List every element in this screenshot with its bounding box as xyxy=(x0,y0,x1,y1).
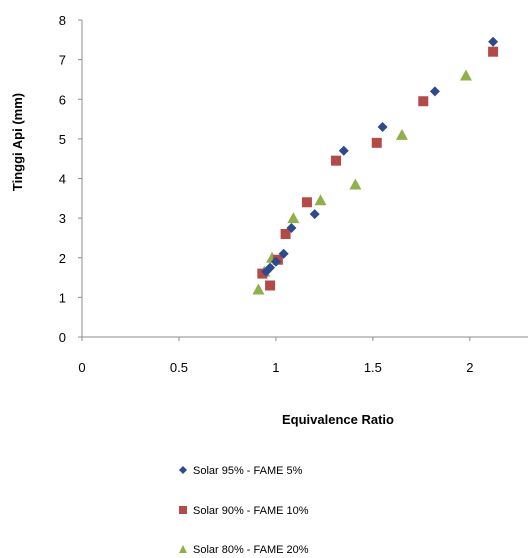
legend-label: Solar 90% - FAME 10% xyxy=(193,505,309,517)
data-points xyxy=(252,36,499,295)
data-point-square xyxy=(331,155,342,166)
data-point-diamond xyxy=(270,256,281,267)
data-point-triangle xyxy=(395,128,408,140)
axes xyxy=(78,19,528,341)
y-tick-label: 1 xyxy=(59,290,66,305)
y-tick-label: 8 xyxy=(59,13,66,28)
legend-label: Solar 95% - FAME 5% xyxy=(193,465,303,477)
data-point-square xyxy=(265,280,276,291)
y-tick-label: 7 xyxy=(59,53,66,68)
data-point-diamond xyxy=(338,145,349,156)
data-point-square xyxy=(418,96,429,107)
data-point-square xyxy=(257,268,268,279)
data-point-square xyxy=(371,137,382,148)
data-point-triangle xyxy=(314,194,327,206)
data-point-triangle xyxy=(349,178,362,190)
data-point-triangle xyxy=(287,212,300,224)
x-tick-label: 1.5 xyxy=(364,360,382,375)
data-point-diamond xyxy=(377,121,388,132)
legend-marker-triangle xyxy=(179,545,187,553)
y-tick-label: 5 xyxy=(59,132,66,147)
data-point-diamond xyxy=(278,248,289,259)
legend-marker-diamond xyxy=(179,466,187,474)
data-point-diamond xyxy=(265,262,276,273)
data-point-square xyxy=(280,228,291,239)
x-tick-label: 0.5 xyxy=(170,360,188,375)
y-tick-label: 4 xyxy=(59,172,66,187)
y-tick-label: 0 xyxy=(59,330,66,345)
data-point-triangle xyxy=(459,69,472,81)
legend: Solar 95% - FAME 5% Solar 90% - FAME 10% S… xyxy=(179,465,309,556)
data-point-triangle xyxy=(252,283,265,295)
y-tick-label: 2 xyxy=(59,251,66,266)
data-point-diamond xyxy=(286,223,297,234)
y-tick-label: 3 xyxy=(59,211,66,226)
data-point-diamond xyxy=(309,209,320,220)
x-axis-title: Equivalence Ratio xyxy=(282,412,394,427)
data-point-diamond xyxy=(488,36,499,47)
legend-marker-square xyxy=(179,506,187,514)
x-tick-label: 1 xyxy=(272,360,279,375)
data-point-square xyxy=(488,46,499,57)
x-tick-label: 0 xyxy=(78,360,85,375)
y-tick-labels: 0 1 2 3 4 5 6 7 8 xyxy=(59,13,66,345)
x-tick-labels: 0 0.5 1 1.5 2 xyxy=(78,360,473,375)
data-point-square xyxy=(301,197,312,208)
y-tick-label: 6 xyxy=(59,92,66,107)
data-point-diamond xyxy=(429,86,440,97)
x-tick-label: 2 xyxy=(466,360,473,375)
legend-label: Solar 80% - FAME 20% xyxy=(193,544,309,556)
y-axis-title: Tinggi Api (mm) xyxy=(10,93,25,191)
